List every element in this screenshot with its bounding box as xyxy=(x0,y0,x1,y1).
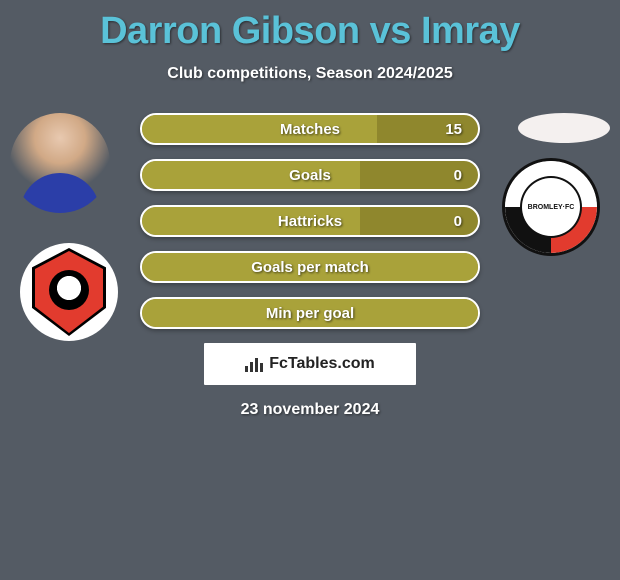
stat-bar: Goals per match xyxy=(140,251,480,283)
branding-box: FcTables.com xyxy=(204,343,416,385)
stat-bar: Hattricks0 xyxy=(140,205,480,237)
branding-text: FcTables.com xyxy=(269,355,375,373)
player2-avatar xyxy=(518,113,610,143)
stat-bar: Min per goal xyxy=(140,297,480,329)
stat-label: Goals xyxy=(142,161,478,189)
player1-avatar xyxy=(10,113,110,213)
player1-club-badge xyxy=(20,243,118,341)
stat-label: Hattricks xyxy=(142,207,478,235)
player2-club-badge: BROMLEY·FC xyxy=(502,158,600,256)
stat-bar: Matches15 xyxy=(140,113,480,145)
stat-label: Matches xyxy=(142,115,478,143)
stat-value-right: 0 xyxy=(454,207,462,235)
stat-value-right: 15 xyxy=(445,115,462,143)
stat-label: Min per goal xyxy=(142,299,478,327)
stat-bar: Goals0 xyxy=(140,159,480,191)
stat-bars: Matches15Goals0Hattricks0Goals per match… xyxy=(140,113,480,329)
comparison-subtitle: Club competitions, Season 2024/2025 xyxy=(0,65,620,83)
comparison-title: Darron Gibson vs Imray xyxy=(0,0,620,53)
bar-chart-icon xyxy=(245,356,265,372)
stat-value-right: 0 xyxy=(454,161,462,189)
date-text: 23 november 2024 xyxy=(0,401,620,419)
comparison-stage: BROMLEY·FC Matches15Goals0Hattricks0Goal… xyxy=(0,113,620,329)
stat-label: Goals per match xyxy=(142,253,478,281)
